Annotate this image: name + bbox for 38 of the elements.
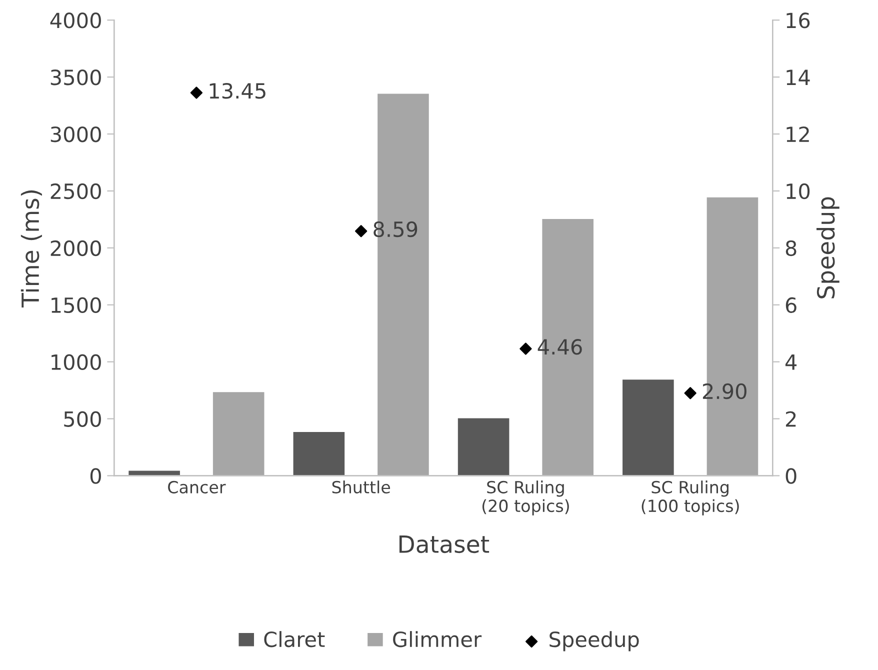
bar <box>456 416 511 476</box>
y2-tick-label: 14 <box>786 70 810 85</box>
y-axis-title: Time (ms) <box>20 190 42 308</box>
legend-label: Glimmer <box>393 631 482 648</box>
y-tick-label: 1000 <box>52 354 101 370</box>
y2-tick-label: 6 <box>786 297 796 314</box>
point <box>520 342 532 355</box>
y2-tick-label: 16 <box>786 12 810 28</box>
bar <box>621 378 676 476</box>
y2-tick-label: 12 <box>786 126 809 142</box>
bar <box>212 390 266 476</box>
point <box>190 86 203 99</box>
x-tick-label: SC Ruling (100 topics) <box>642 480 739 516</box>
y-tick-label: 1500 <box>52 297 101 314</box>
x-tick-label: SC Ruling (20 topics) <box>482 480 569 516</box>
legend-label: Claret <box>264 631 325 648</box>
bar <box>292 430 346 476</box>
y2-tick-label: 0 <box>786 468 796 484</box>
y2-tick-label: 8 <box>786 240 796 256</box>
data-label: 13.45 <box>210 83 266 99</box>
y-tick-label: 500 <box>64 411 101 427</box>
y2-tick-label: 4 <box>785 354 797 370</box>
y-tick-label: 2500 <box>50 183 101 200</box>
bar <box>705 196 760 476</box>
y-tick-label: 2000 <box>50 240 101 256</box>
point <box>355 225 368 238</box>
x-tick-label: Cancer <box>168 480 226 494</box>
y2-tick-label: 2 <box>786 411 796 427</box>
y2-axis-title: Speedup <box>816 197 840 298</box>
x-axis-title: Dataset <box>399 536 490 554</box>
y-tick-label: 0 <box>90 468 101 484</box>
legend-label: Speedup <box>550 631 639 652</box>
x-tick-label: Shuttle <box>332 480 390 494</box>
point <box>684 387 696 400</box>
y2-tick-label: 10 <box>786 183 810 200</box>
y-tick-label: 3000 <box>50 126 101 142</box>
y-tick-label: 3500 <box>50 70 101 86</box>
y-tick-label: 4000 <box>50 12 101 28</box>
